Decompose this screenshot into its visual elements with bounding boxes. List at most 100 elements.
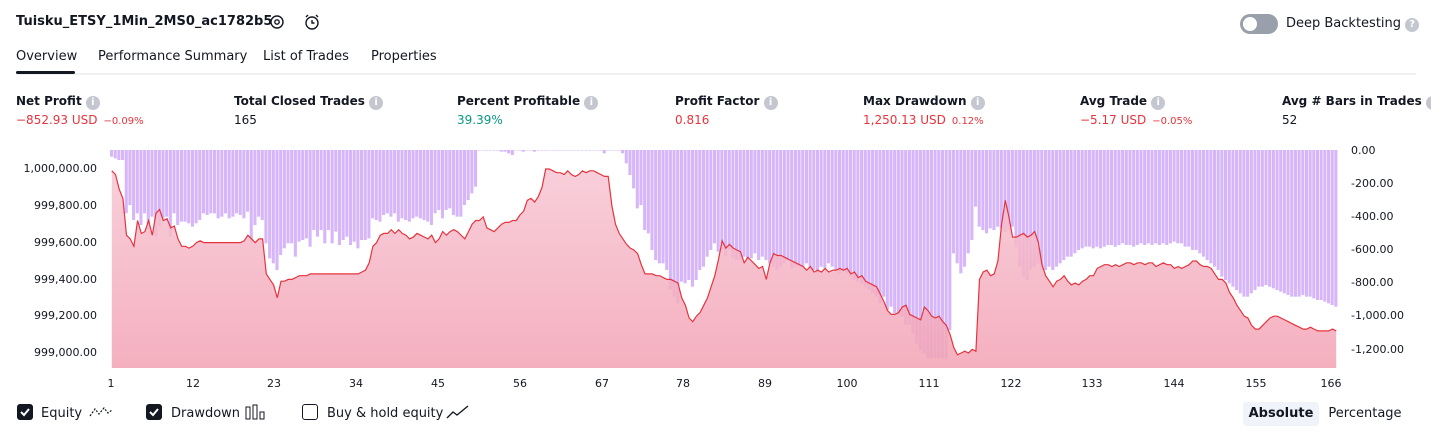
drawdown-bar (1315, 150, 1320, 300)
drawdown-bar (253, 150, 257, 225)
equity-checkbox[interactable] (17, 404, 33, 420)
drawdown-bar (488, 150, 492, 151)
drawdown-bar (871, 150, 875, 294)
drawdown-bar (896, 150, 900, 315)
drawdown-bar (529, 150, 533, 151)
drawdown-bar (477, 150, 481, 151)
drawdown-bar (786, 150, 790, 260)
gear-icon[interactable] (268, 13, 286, 35)
info-icon[interactable]: i (1425, 96, 1431, 110)
buy-hold-checkbox[interactable] (302, 404, 318, 420)
y-right-tick: -400.00 (1351, 210, 1394, 223)
drawdown-bar (220, 150, 224, 217)
drawdown-bar (1220, 150, 1224, 277)
drawdown-bar (1297, 150, 1301, 297)
drawdown-bar (1014, 150, 1018, 247)
drawdown-bar (665, 150, 669, 270)
drawdown-bar (1249, 150, 1253, 294)
y-right-tick: -600.00 (1351, 243, 1394, 256)
drawdown-bar (139, 150, 143, 225)
drawdown-bar (518, 150, 522, 151)
drawdown-bar (485, 150, 489, 151)
drawdown-bar (1128, 150, 1132, 245)
x-tick: 12 (186, 377, 200, 390)
drawdown-bar (867, 150, 871, 290)
drawdown-bar (863, 150, 867, 287)
drawdown-bar (440, 150, 444, 219)
drawdown-bar (301, 150, 305, 240)
equity-line (111, 168, 1337, 356)
drawdown-bar (727, 150, 731, 250)
drawdown-bar (981, 150, 985, 230)
drawdown-bar (801, 150, 805, 267)
drawdown-checkbox[interactable] (146, 404, 162, 420)
drawdown-bar (735, 150, 739, 260)
drawdown-bar (378, 150, 382, 222)
info-icon[interactable]: i (763, 96, 778, 110)
absolute-button[interactable]: Absolute (1243, 402, 1319, 426)
drawdown-bar (536, 150, 540, 151)
drawdown-bar (940, 150, 944, 359)
drawdown-bar (1069, 150, 1073, 257)
drawdown-bar (650, 150, 654, 250)
tab-performance-summary[interactable]: Performance Summary (98, 49, 248, 64)
drawdown-bar (161, 150, 165, 219)
info-icon[interactable]: i (369, 96, 384, 110)
drawdown-bar (323, 150, 327, 244)
drawdown-bar (918, 150, 922, 350)
buy-hold-legend-label: Buy & hold equity (327, 406, 444, 421)
stat-value-net-profit: −852.93 USD −0.09% (16, 113, 144, 127)
drawdown-bar (1319, 150, 1323, 300)
drawdown-bar (345, 150, 349, 237)
drawdown-bar (683, 150, 687, 284)
info-icon[interactable]: i (1151, 96, 1166, 110)
info-icon[interactable]: i (970, 96, 985, 110)
drawdown-bar (356, 150, 360, 249)
drawdown-bar (216, 150, 220, 219)
drawdown-bar (698, 150, 702, 270)
drawdown-bar (1264, 150, 1268, 285)
drawdown-bar (334, 150, 338, 232)
info-icon[interactable]: i (584, 96, 599, 110)
info-icon[interactable]: i (85, 96, 100, 110)
drawdown-bar (569, 150, 573, 151)
drawdown-bar (1099, 150, 1103, 249)
drawdown-bar (363, 150, 367, 240)
alarm-clock-icon[interactable] (303, 13, 321, 35)
drawdown-bar (760, 150, 764, 257)
drawdown-bar (1301, 150, 1305, 295)
tab-properties[interactable]: Properties (371, 49, 437, 64)
drawdown-bar (1279, 150, 1283, 292)
stat-value-total-closed-trades: 165 (234, 113, 257, 127)
drawdown-bar (598, 150, 603, 151)
drawdown-bar (1150, 150, 1154, 245)
drawdown-bar (885, 150, 889, 310)
drawdown-bar (705, 150, 709, 257)
help-icon[interactable]: ? (1405, 18, 1420, 32)
drawdown-bar (1238, 150, 1242, 294)
drawdown-bar (1216, 150, 1220, 270)
x-tick: 111 (918, 377, 940, 390)
drawdown-bar (834, 150, 838, 270)
drawdown-bar (687, 150, 691, 280)
drawdown-bar (565, 150, 569, 151)
drawdown-bar (418, 150, 422, 219)
drawdown-bar (507, 150, 511, 154)
drawdown-bar (1040, 150, 1044, 270)
drawdown-bar (1084, 150, 1088, 247)
tab-list-of-trades[interactable]: List of Trades (263, 49, 349, 64)
drawdown-bar (337, 150, 342, 245)
drawdown-bar (1073, 150, 1077, 254)
drawdown-bar (415, 150, 419, 217)
drawdown-bar (290, 150, 294, 244)
drawdown-bar (146, 150, 150, 230)
percentage-button[interactable]: Percentage (1328, 406, 1402, 421)
drawdown-bar (1095, 150, 1099, 247)
drawdown-bar (1113, 150, 1117, 247)
drawdown-bar (304, 150, 308, 239)
tab-overview[interactable]: Overview (16, 49, 78, 64)
drawdown-bars-icon (245, 404, 267, 424)
drawdown-bar (830, 150, 834, 267)
drawdown-bar (157, 150, 161, 227)
